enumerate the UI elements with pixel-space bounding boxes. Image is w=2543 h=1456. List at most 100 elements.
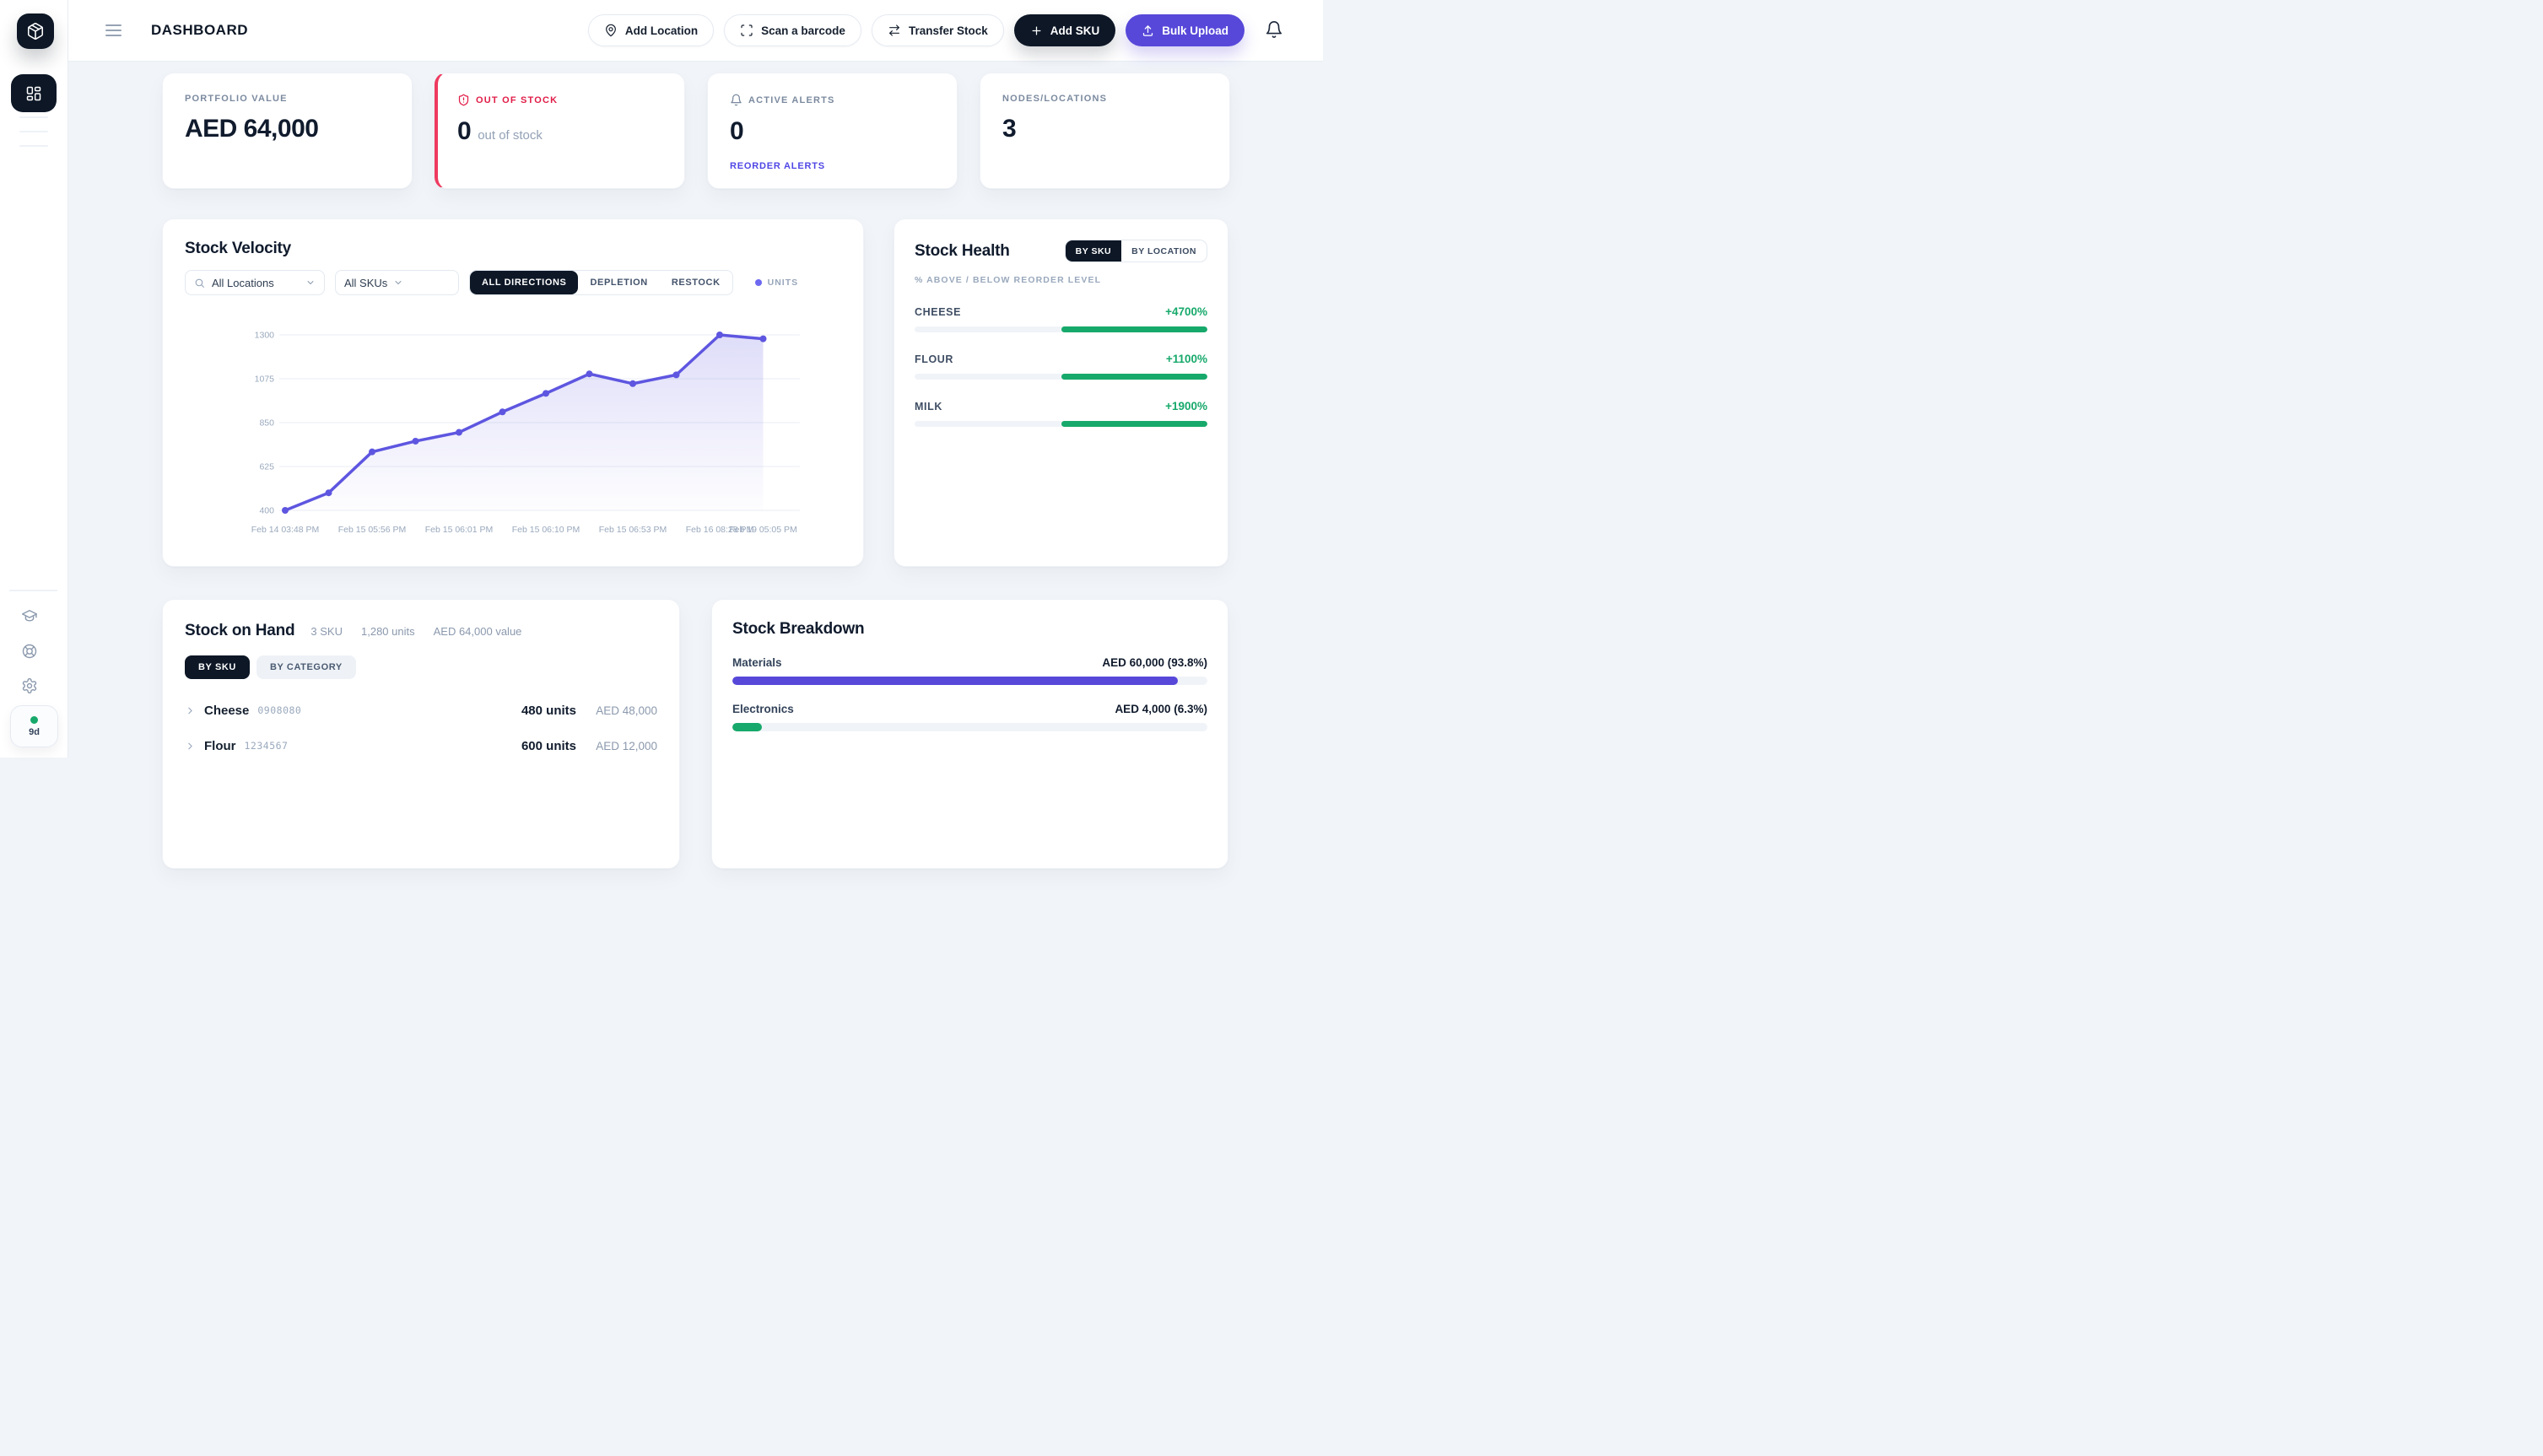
meta-units: 1,280 units: [361, 625, 415, 638]
search-icon: [195, 278, 204, 288]
scan-barcode-button[interactable]: Scan a barcode: [724, 14, 861, 46]
button-label: Add Location: [624, 24, 699, 37]
bottom-row: Stock on Hand 3 SKU 1,280 units AED 64,0…: [162, 599, 1230, 869]
x-axis-label: Feb 15 06:01 PM: [424, 525, 494, 535]
breakdown-category: Electronics: [732, 703, 794, 715]
kpi-label: PORTFOLIO VALUE: [185, 94, 288, 104]
button-label: Bulk Upload: [1162, 24, 1228, 37]
chevron-right-icon[interactable]: [185, 741, 196, 752]
tab-by-sku[interactable]: BY SKU: [185, 655, 250, 679]
settings-icon[interactable]: [21, 677, 38, 694]
stock-row-units: 480 units: [521, 703, 576, 718]
health-row: FLOUR +1100%: [915, 353, 1207, 380]
health-row: CHEESE +4700%: [915, 305, 1207, 332]
tab-by-category[interactable]: BY CATEGORY: [256, 655, 356, 679]
add-location-button[interactable]: Add Location: [587, 14, 715, 46]
stock-on-hand-header: Stock on Hand 3 SKU 1,280 units AED 64,0…: [185, 622, 657, 640]
x-axis-label: Feb 19 05:05 PM: [729, 525, 797, 535]
bulk-upload-button[interactable]: Bulk Upload: [1126, 14, 1245, 46]
toggle-by-sku[interactable]: BY SKU: [1065, 240, 1122, 262]
button-label: Transfer Stock: [908, 24, 988, 37]
direction-tabs: ALL DIRECTIONS DEPLETION RESTOCK: [469, 270, 733, 295]
legend-label: UNITS: [767, 278, 799, 288]
stock-row-units: 600 units: [521, 738, 576, 753]
y-axis-tick: 850: [259, 418, 274, 429]
stock-on-hand-tabs: BY SKU BY CATEGORY: [185, 655, 657, 679]
y-axis-tick: 1300: [255, 331, 275, 341]
academy-icon[interactable]: [21, 607, 38, 624]
health-percent-value: +1900%: [1165, 400, 1207, 413]
sidebar-item-dashboard[interactable]: [11, 74, 57, 112]
kpi-row: PORTFOLIO VALUE AED 64,000 OUT OF STOCK …: [162, 73, 1230, 189]
app-logo[interactable]: [17, 13, 54, 49]
location-filter-select[interactable]: All Locations: [185, 270, 325, 295]
breakdown-row: Electronics AED 4,000 (6.3%): [732, 703, 1207, 731]
health-toggle: BY SKU BY LOCATION: [1064, 240, 1207, 262]
data-point[interactable]: [543, 390, 549, 397]
trial-badge[interactable]: 9d: [10, 705, 58, 747]
toggle-by-location[interactable]: BY LOCATION: [1131, 245, 1196, 256]
data-point[interactable]: [759, 335, 767, 342]
notifications-bell-icon[interactable]: [1265, 20, 1285, 40]
data-point[interactable]: [499, 408, 506, 416]
stock-row-sku-code: 0908080: [257, 704, 302, 716]
stock-row-value: AED 12,000: [596, 739, 657, 752]
section-title: Stock Velocity: [185, 240, 292, 257]
data-point[interactable]: [716, 332, 723, 338]
data-point[interactable]: [456, 429, 462, 436]
kpi-number: 0: [457, 117, 472, 145]
breakdown-progress-fill: [732, 677, 1179, 685]
data-point[interactable]: [586, 370, 593, 378]
data-point[interactable]: [369, 448, 375, 456]
stock-row[interactable]: Flour 1234567 600 units AED 12,000: [185, 728, 657, 763]
location-pin-icon: [605, 24, 616, 37]
tab-restock[interactable]: RESTOCK: [671, 278, 721, 288]
breakdown-progress-bar: [732, 723, 1207, 731]
chevron-down-icon: [307, 281, 314, 284]
select-value: All Locations: [212, 276, 274, 289]
menu-icon[interactable]: [105, 24, 121, 36]
kpi-value: 0: [730, 117, 744, 145]
health-sku-name: FLOUR: [915, 353, 954, 365]
data-point[interactable]: [282, 507, 289, 514]
kpi-nodes-locations: NODES/LOCATIONS 3: [980, 73, 1230, 189]
breakdown-progress-bar: [732, 677, 1207, 685]
health-percent-value: +1100%: [1165, 353, 1207, 365]
chevron-right-icon[interactable]: [185, 705, 196, 716]
health-rows: CHEESE +4700% FLOUR +1100% MILK +1900%: [915, 305, 1207, 427]
plus-icon: [1032, 26, 1041, 35]
stock-health-card: Stock Health BY SKU BY LOCATION % ABOVE …: [894, 218, 1228, 567]
data-point[interactable]: [325, 489, 332, 497]
bell-icon: [731, 94, 742, 106]
stock-velocity-chart: Feb 14 03:48 PM Feb 15 05:56 PM Feb 15 06:…: [185, 312, 841, 548]
button-label: Add SKU: [1050, 24, 1100, 37]
kpi-out-of-stock: OUT OF STOCK 0 out of stock: [435, 73, 685, 189]
kpi-portfolio-value: PORTFOLIO VALUE AED 64,000: [162, 73, 413, 189]
stock-row[interactable]: Cheese 0908080 480 units AED 48,000: [185, 693, 657, 728]
health-subtitle: % ABOVE / BELOW REORDER LEVEL: [915, 275, 1102, 285]
tab-all-directions[interactable]: ALL DIRECTIONS: [470, 271, 579, 294]
add-sku-button[interactable]: Add SKU: [1013, 14, 1116, 46]
reorder-alerts-link[interactable]: REORDER ALERTS: [730, 161, 825, 171]
status-dot-icon: [30, 715, 38, 724]
transfer-stock-button[interactable]: Transfer Stock: [871, 14, 1004, 46]
sidebar-divider: [19, 145, 48, 147]
support-icon[interactable]: [21, 643, 38, 660]
transfer-arrows-icon: [889, 24, 899, 36]
area-fill: [285, 335, 764, 510]
kpi-label-text: ACTIVE ALERTS: [748, 94, 835, 105]
sidebar-divider: [19, 116, 48, 118]
sku-filter-select[interactable]: All SKUs: [335, 270, 459, 295]
health-progress-bar: [915, 374, 1207, 380]
legend-dot-icon: [754, 279, 762, 286]
kpi-label: OUT OF STOCK: [457, 94, 662, 106]
tab-depletion[interactable]: DEPLETION: [590, 278, 648, 288]
data-point[interactable]: [629, 380, 636, 387]
kpi-label-text: OUT OF STOCK: [476, 94, 559, 105]
data-point[interactable]: [412, 437, 419, 445]
charts-row: Stock Velocity All Locations All SKUs AL…: [162, 218, 1230, 567]
data-point[interactable]: [672, 371, 680, 379]
stock-on-hand-rows: Cheese 0908080 480 units AED 48,000 Flour 123…: [185, 693, 657, 763]
stock-breakdown-card: Stock Breakdown Materials AED 60,000 (93.…: [711, 599, 1228, 869]
y-axis-tick: 1075: [255, 375, 275, 385]
